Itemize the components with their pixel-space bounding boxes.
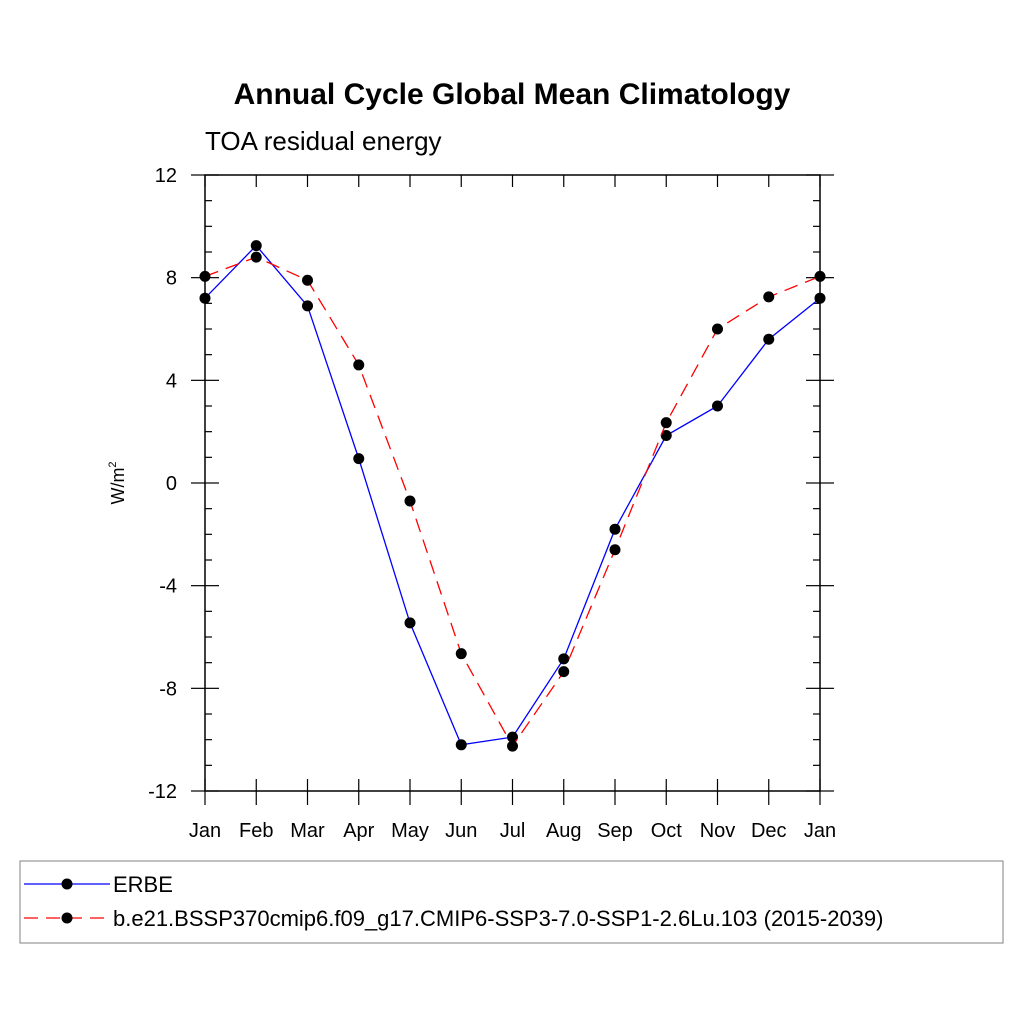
series-1-point <box>302 300 313 312</box>
series-1-point <box>199 292 211 304</box>
x-tick-label: Oct <box>651 820 683 842</box>
axis-ticks: Jan Feb Mar Apr May Jun Jul Aug Sep Oct Nov Dec Jan 1… <box>148 165 836 842</box>
series-2-point <box>404 495 416 507</box>
legend-label-1: ERBE <box>113 872 173 897</box>
series-1-point <box>353 453 365 465</box>
x-tick-label: Jan <box>804 820 836 842</box>
x-tick-label: Dec <box>751 820 787 842</box>
series-2-point <box>660 417 672 429</box>
series-1-point <box>763 333 775 345</box>
x-tick-label: Jan <box>189 820 221 842</box>
legend: ERBE b.e21.BSSP370cmip6.f09_g17.CMIP6-SSP… <box>24 872 883 931</box>
series-2-point <box>558 666 570 678</box>
x-tick-label: Aug <box>546 820 582 842</box>
y-axis-label-sup: 2 <box>107 461 119 467</box>
series-line-2 <box>204 256 821 748</box>
series-1-point <box>250 240 262 252</box>
series-1-point <box>609 523 621 535</box>
series-1-point <box>660 430 672 442</box>
x-tick-label: Mar <box>290 820 325 842</box>
series-2-point <box>455 648 467 660</box>
chart-title: Annual Cycle Global Mean Climatology <box>234 78 791 111</box>
y-axis-label-base: W/m <box>108 468 128 505</box>
legend-label-2: b.e21.BSSP370cmip6.f09_g17.CMIP6-SSP3-7.… <box>113 906 883 931</box>
y-tick-label: 12 <box>155 165 177 187</box>
legend-marker-1 <box>61 878 73 890</box>
chart-subtitle: TOA residual energy <box>205 126 442 156</box>
y-axis-label: W/m2 <box>107 461 128 504</box>
series-2-point <box>763 291 775 303</box>
legend-marker-2 <box>61 912 73 924</box>
series-2-point <box>353 359 365 371</box>
legend-box <box>19 860 1004 944</box>
series-1-point <box>712 400 723 412</box>
x-tick-label: Jul <box>500 820 526 842</box>
series-2-point <box>250 251 262 263</box>
x-tick-label: Nov <box>700 820 736 842</box>
x-tick-label: Jun <box>445 820 477 842</box>
y-tick-label: 4 <box>166 370 177 392</box>
y-tick-label: -8 <box>159 678 177 700</box>
y-tick-label: 0 <box>166 473 177 495</box>
series-2-point <box>199 270 211 282</box>
series-1-point <box>558 653 570 665</box>
x-tick-label: Feb <box>239 820 273 842</box>
x-tick-label: Apr <box>343 820 374 842</box>
y-tick-label: -12 <box>148 781 177 803</box>
series-2-point <box>609 544 621 556</box>
series-1-point <box>507 731 518 743</box>
series-2-point <box>712 323 723 335</box>
svg-text:W/m2: W/m2 <box>107 461 128 504</box>
series-2-point <box>302 274 313 286</box>
y-tick-label: 8 <box>166 268 177 290</box>
x-tick-label: May <box>391 820 429 842</box>
plot-frame <box>204 174 821 792</box>
series-layer <box>199 240 826 752</box>
series-2-point <box>814 270 826 282</box>
series-1-point <box>455 739 467 751</box>
series-line-1 <box>204 244 821 746</box>
series-2-point <box>507 740 518 752</box>
series-1-point <box>404 617 416 629</box>
y-tick-label: -4 <box>159 576 177 598</box>
x-tick-label: Sep <box>597 820 633 842</box>
series-1-point <box>814 292 826 304</box>
